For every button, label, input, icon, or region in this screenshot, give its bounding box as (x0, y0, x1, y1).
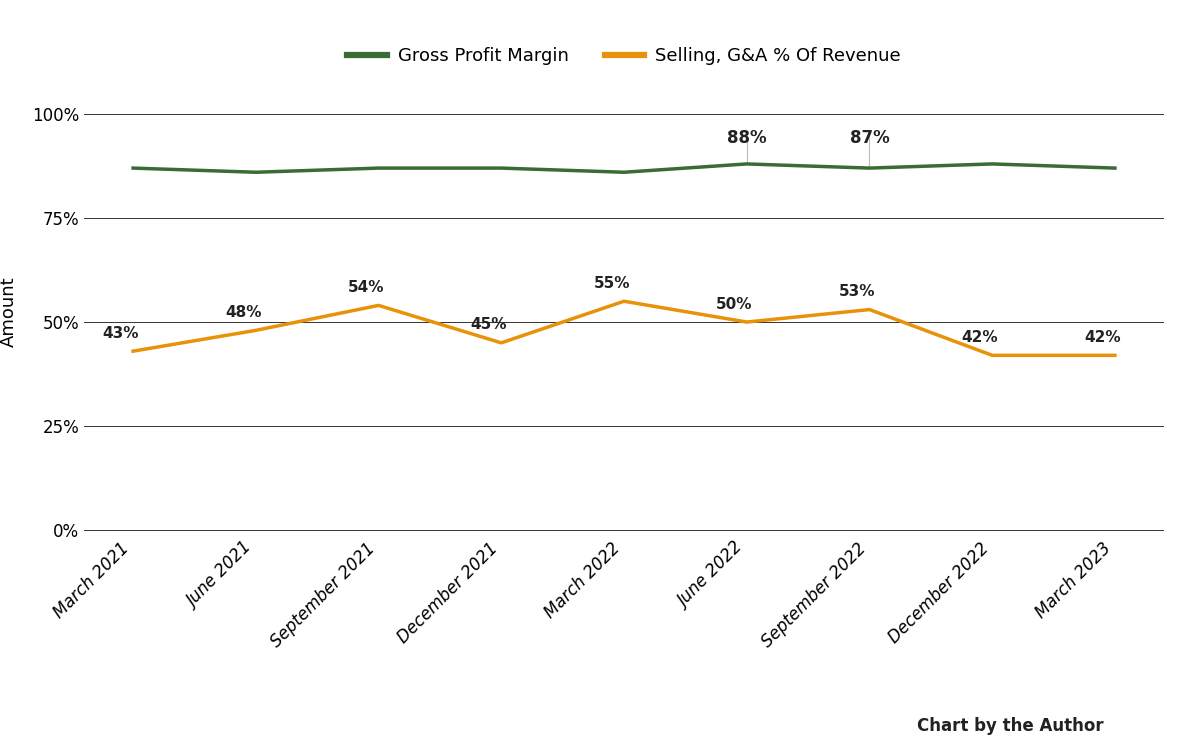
Text: 50%: 50% (716, 297, 752, 312)
Y-axis label: Amount: Amount (0, 276, 18, 347)
Text: 54%: 54% (348, 280, 384, 295)
Text: 55%: 55% (594, 276, 630, 291)
Text: 42%: 42% (961, 330, 998, 345)
Text: 88%: 88% (727, 128, 767, 147)
Text: 43%: 43% (102, 326, 139, 341)
Text: 48%: 48% (226, 305, 262, 320)
Text: 42%: 42% (1085, 330, 1121, 345)
Text: 87%: 87% (850, 128, 889, 147)
Text: 45%: 45% (470, 318, 508, 332)
Text: Chart by the Author: Chart by the Author (917, 717, 1104, 735)
Text: 53%: 53% (839, 284, 876, 299)
Legend: Gross Profit Margin, Selling, G&A % Of Revenue: Gross Profit Margin, Selling, G&A % Of R… (340, 40, 908, 73)
